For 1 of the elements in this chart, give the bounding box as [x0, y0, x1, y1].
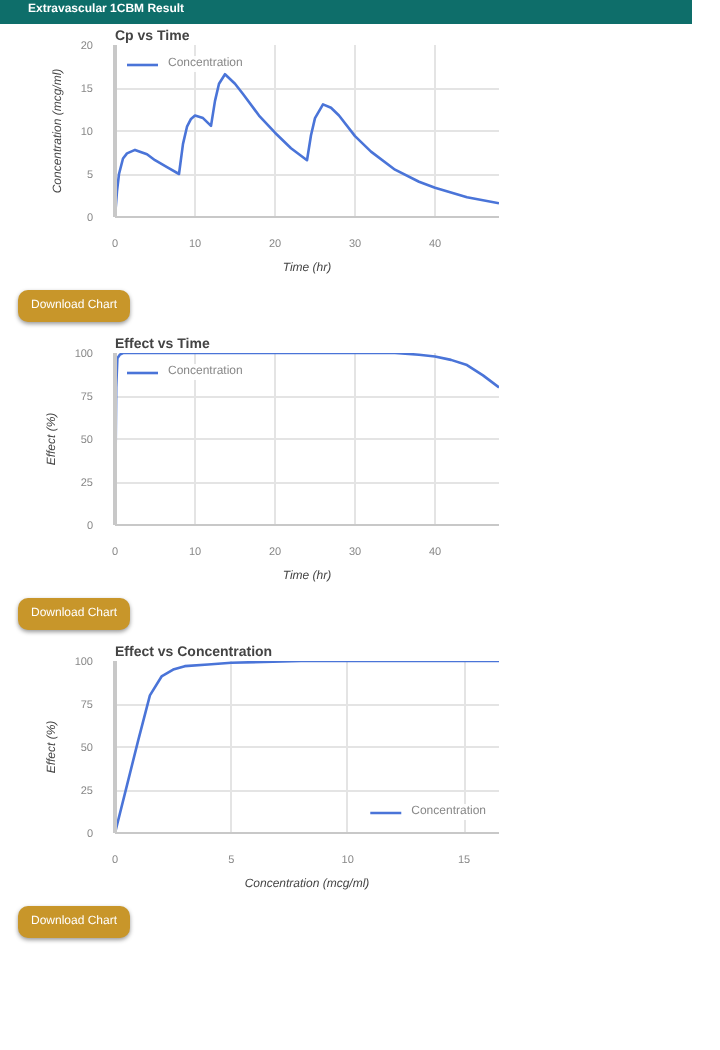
- line-series: [115, 661, 499, 833]
